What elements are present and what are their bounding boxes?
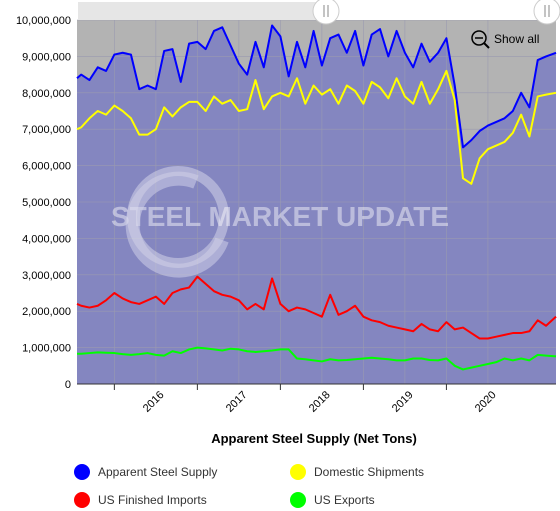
legend-label-us-exports: US Exports [314,493,375,507]
watermark: STEEL MARKET UPDATE [111,166,449,278]
y-tick-label: 6,000,000 [22,161,71,173]
legend-item-apparent-steel-supply[interactable]: Apparent Steel Supply [74,464,217,480]
series-line-domestic-shipments [76,69,557,185]
axes: 0 1,000,000 2,000,000 3,000,000 4,000,000 5,0… [16,15,556,415]
navigator-right-handle[interactable] [533,0,560,25]
navigator-left-handle[interactable] [312,0,340,25]
y-tick-label: 2,000,000 [22,306,71,318]
area-layer [77,25,556,385]
legend-label-us-finished-imports: US Finished Imports [98,493,207,507]
y-tick-label: 7,000,000 [22,124,71,136]
legend-marker-us-exports [290,492,306,508]
y-tick-label: 5,000,000 [22,197,71,209]
y-tick-label: 8,000,000 [22,88,71,100]
watermark-logo-arc [125,171,229,278]
series-line-us-exports [77,346,557,371]
legend-label-domestic-shipments: Domestic Shipments [314,465,425,479]
chart-svg: STEEL MARKET UPDATE 0 1,000,000 2,000,000 3… [15,0,560,446]
y-tick-label: 4,000,000 [22,233,71,245]
y-tick-label: 0 [65,379,71,391]
legend-item-domestic-shipments[interactable]: Domestic Shipments [290,464,424,480]
zoom-out-icon [471,30,487,46]
y-tick-label: 1,000,000 [22,343,71,355]
legend: Apparent Steel Supply Domestic Shipments… [0,458,560,511]
legend-marker-apparent-steel-supply [74,464,90,480]
grid-layer [77,19,556,385]
legend-marker-us-finished-imports [74,492,90,508]
show-all-label: Show all [494,32,539,46]
series-line-us-finished-imports [76,275,557,340]
legend-marker-domestic-shipments [290,464,306,480]
series-line-apparent-steel-supply [76,24,557,149]
x-axis-title: Apparent Steel Supply (Net Tons) [211,431,417,446]
y-tick-label: 3,000,000 [22,270,71,282]
legend-item-us-exports[interactable]: US Exports [290,492,375,508]
y-tick-label: 10,000,000 [16,15,71,27]
show-all-button[interactable]: Show all [471,30,539,49]
y-tick-label: 9,000,000 [22,51,71,63]
watermark-text: STEEL MARKET UPDATE [111,201,449,232]
range-navigator[interactable] [78,0,560,25]
legend-label-apparent-steel-supply: Apparent Steel Supply [98,465,218,479]
series-lines [76,24,557,371]
navigator-selected-range[interactable] [326,2,550,20]
legend-item-us-finished-imports[interactable]: US Finished Imports [74,492,207,508]
area-fill-apparent-steel-supply [77,25,556,385]
